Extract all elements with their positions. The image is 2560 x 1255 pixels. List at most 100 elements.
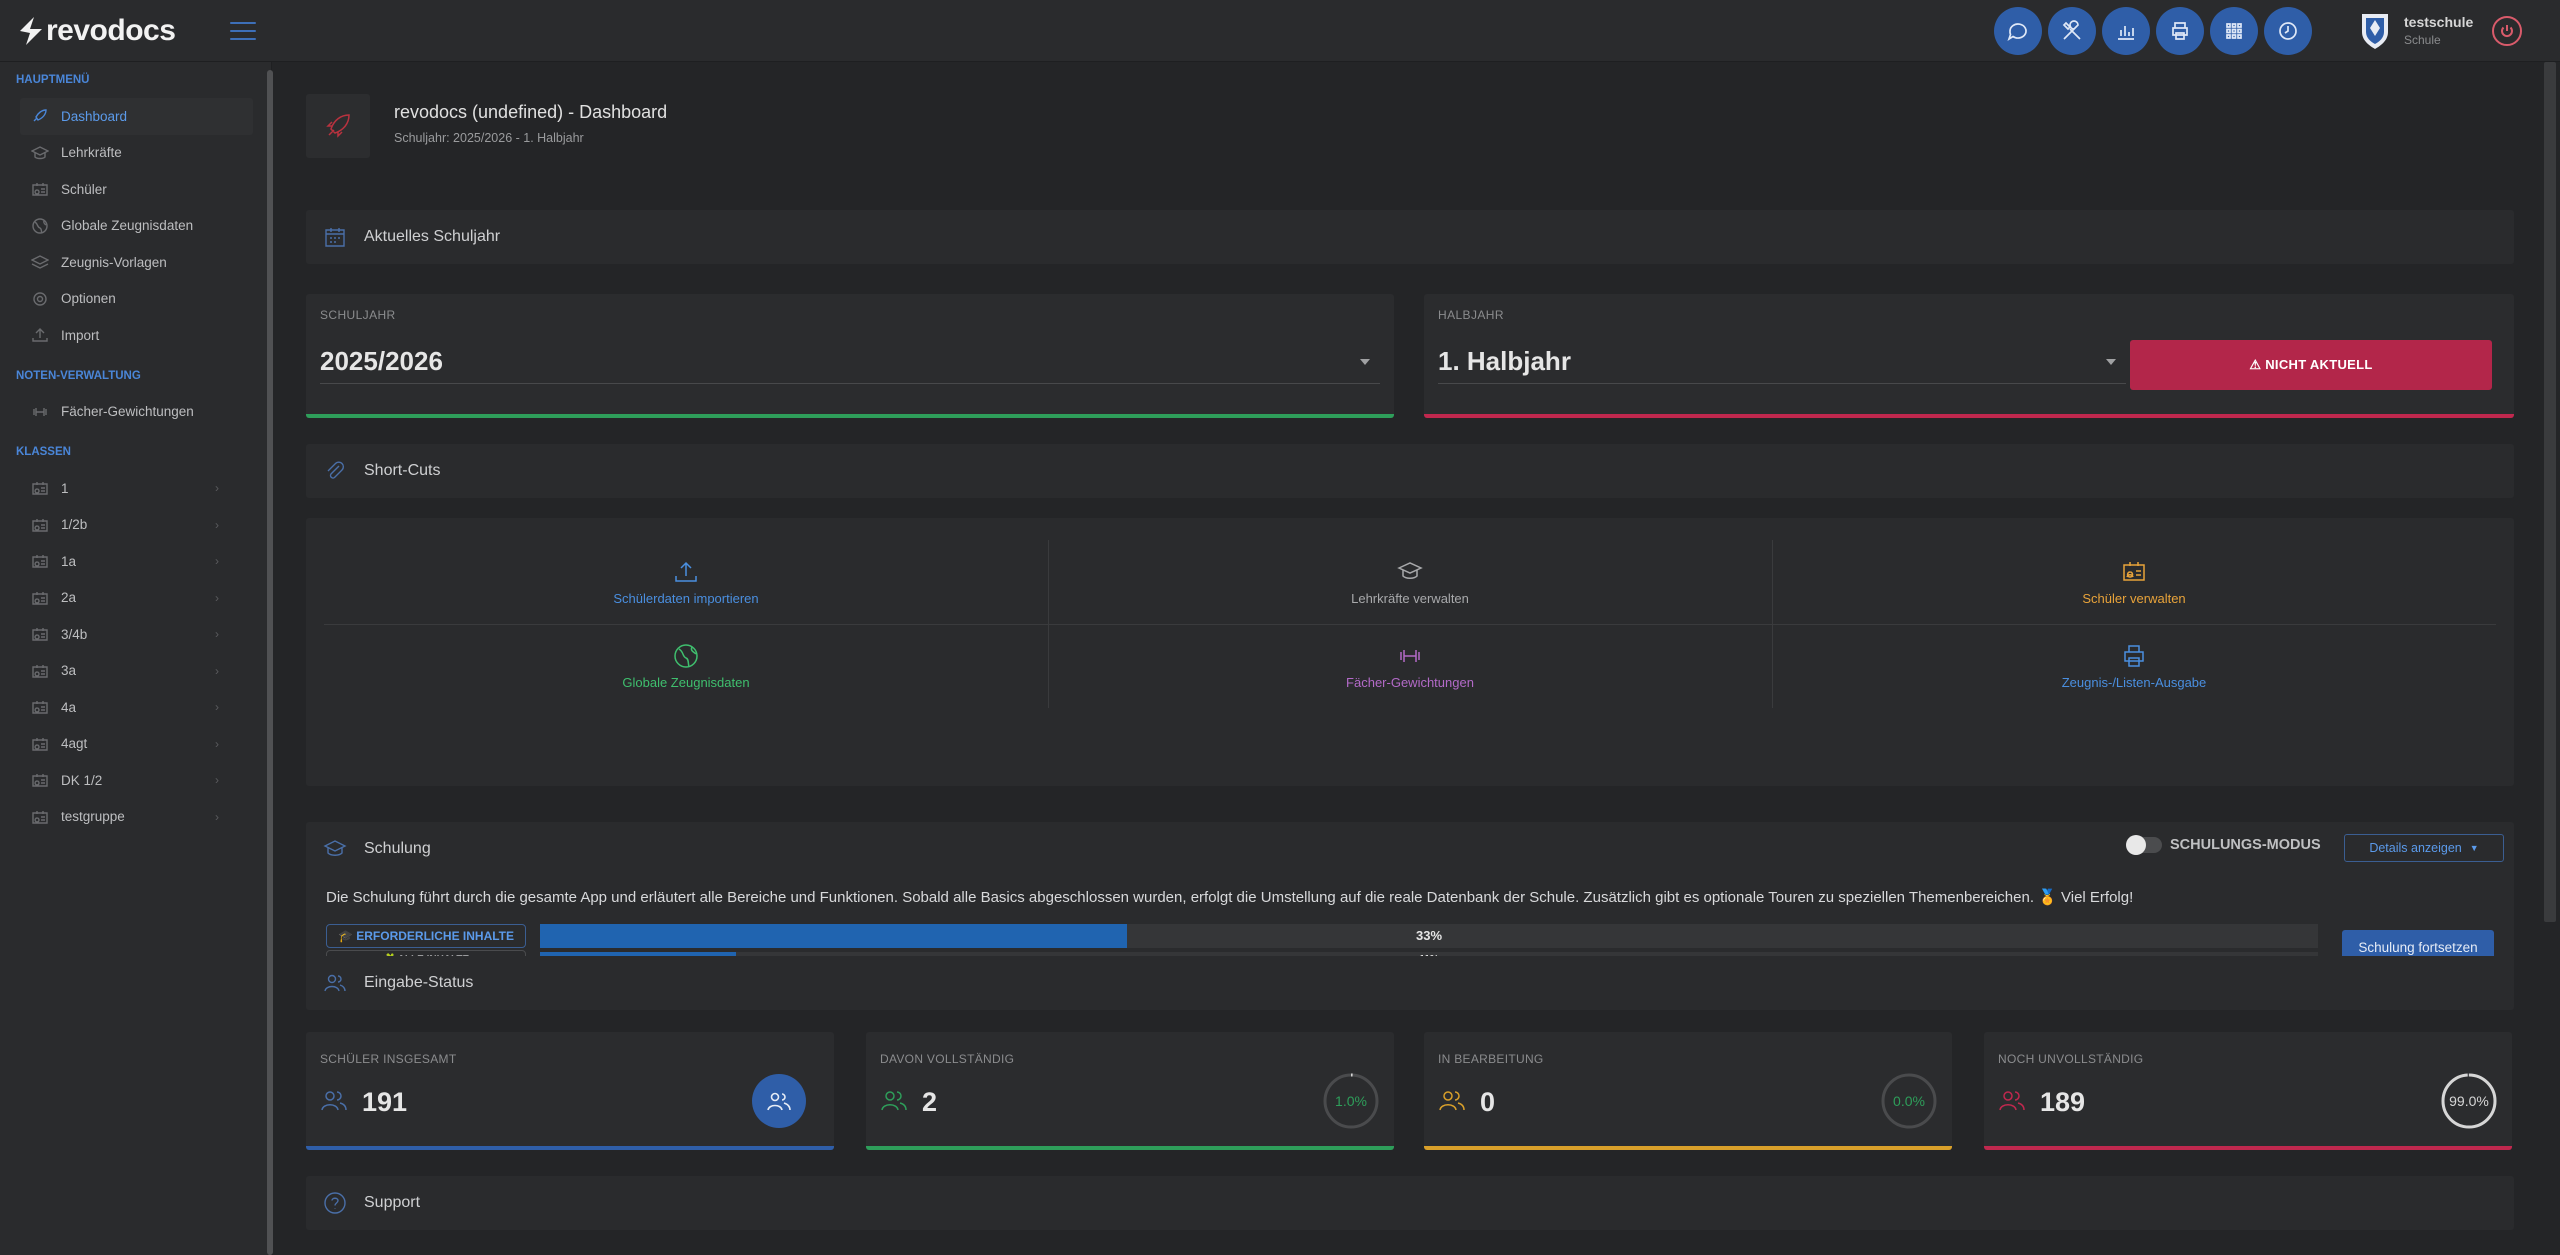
sidebar-item-lehrkraefte[interactable]: Lehrkräfte [0,135,271,172]
tools-button[interactable] [2048,7,2096,55]
stat-card-in-progress: IN BEARBEITUNG 0 0.0% [1424,1032,1952,1150]
chat-button[interactable] [1994,7,2042,55]
school-year-select[interactable]: 2025/2026 [320,346,1380,384]
support-title: Support [364,1194,421,1211]
sidebar-item-globale-zeugnisdaten[interactable]: Globale Zeugnisdaten [0,208,271,245]
shortcut-label: Schüler verwalten [2082,590,2186,606]
sidebar-item-faecher-gewichtungen[interactable]: Fächer-Gewichtungen [0,394,271,431]
sidebar-item-label: Zeugnis-Vorlagen [61,254,167,270]
clock-icon [2279,22,2297,40]
shortcut-manage-teachers[interactable]: Lehrkräfte verwalten [1048,540,1772,624]
print-button[interactable] [2156,7,2204,55]
class-label: 3/4b [61,626,88,642]
not-current-button[interactable]: ⚠ NICHT AKTUELL [2130,340,2492,390]
stat-label: NOCH UNVOLLSTÄNDIG [1998,1052,2144,1066]
users-icon [322,970,348,996]
sidebar-item-class[interactable]: 1a › [0,543,271,580]
user-area[interactable]: testschule Schule [2360,10,2473,50]
stat-percent: 0.0% [1893,1093,1925,1109]
half-year-label: HALBJAHR [1438,308,1504,322]
sidebar-scrollbar[interactable] [267,70,273,1255]
sidebar-item-import[interactable]: Import [0,317,271,354]
class-icon [30,589,50,607]
dumbbell-icon [30,403,50,421]
school-year-label: SCHULJAHR [320,308,396,322]
sidebar-item-optionen[interactable]: Optionen [0,281,271,318]
graduation-cap-icon [322,836,348,862]
sidebar-item-class[interactable]: 1 › [0,470,271,507]
half-year-select[interactable]: 1. Halbjahr [1438,346,2126,384]
training-mode-label: SCHULUNGS-MODUS [2170,837,2321,853]
dumbbell-icon [1400,649,1420,662]
sidebar-item-class[interactable]: testgruppe › [0,799,271,836]
class-icon [30,808,50,826]
class-icon [30,552,50,570]
chevron-right-icon: › [215,554,219,569]
shortcuts-panel: Schülerdaten importieren Lehrkräfte verw… [306,518,2514,786]
shortcut-import-students[interactable]: Schülerdaten importieren [324,540,1048,624]
page-scrollbar[interactable] [2544,62,2556,922]
globe-icon [30,217,50,235]
sidebar: HAUPTMENÜ Dashboard Lehrkräfte Schüler G… [0,62,273,1255]
shortcut-manage-students[interactable]: Schüler verwalten [1772,540,2496,624]
chevron-right-icon: › [215,481,219,496]
sidebar-item-class[interactable]: 4a › [0,689,271,726]
page-title: revodocs (undefined) - Dashboard [394,102,668,122]
shortcut-label: Globale Zeugnisdaten [622,674,750,690]
grid-icon [2226,23,2242,39]
sidebar-section-main: HAUPTMENÜ [16,74,90,86]
sidebar-item-class[interactable]: 4agt › [0,726,271,763]
sidebar-item-zeugnis-vorlagen[interactable]: Zeugnis-Vorlagen [0,244,271,281]
logout-button[interactable] [2492,16,2522,46]
rocket-icon [30,107,50,125]
required-progress-text: 33% [1415,928,1443,943]
progress-ring [2441,1073,2497,1129]
stat-value: 0 [1480,1087,1496,1117]
class-label: 2a [61,590,77,606]
status-bar-warn [1424,414,2514,418]
shortcut-subject-weights[interactable]: Fächer-Gewichtungen [1048,624,1772,708]
stat-label: DAVON VOLLSTÄNDIG [880,1052,1015,1066]
sidebar-item-class[interactable]: 3/4b › [0,616,271,653]
sidebar-item-class[interactable]: 1/2b › [0,507,271,544]
stat-value: 189 [2040,1087,2086,1117]
chevron-right-icon: › [215,663,219,678]
users-icon [880,1088,910,1112]
sidebar-item-schueler[interactable]: Schüler [0,171,271,208]
input-status-header: Eingabe-Status [306,956,2514,1010]
shortcut-label: Zeugnis-/Listen-Ausgabe [2061,674,2207,690]
help-icon [322,1190,348,1216]
chevron-right-icon: › [215,627,219,642]
stat-card-complete: DAVON VOLLSTÄNDIG 2 1.0% [866,1032,1394,1150]
class-icon [30,698,50,716]
current-year-title: Aktuelles Schuljahr [364,228,501,245]
class-icon [30,625,50,643]
shortcut-report-output[interactable]: Zeugnis-/Listen-Ausgabe [1772,624,2496,708]
menu-toggle-button[interactable] [230,21,256,40]
class-icon [30,516,50,534]
user-name: testschule [2404,13,2474,30]
apps-button[interactable] [2210,7,2258,55]
school-year-card: SCHULJAHR 2025/2026 [306,294,1394,418]
statistics-button[interactable] [2102,7,2150,55]
sidebar-item-class[interactable]: 3a › [0,653,271,690]
shortcuts-title: Short-Cuts [364,462,441,479]
page-subtitle: Schuljahr: 2025/2026 - 1. Halbjahr [394,131,584,145]
training-title: Schulung [364,840,431,857]
sidebar-item-class[interactable]: DK 1/2 › [0,762,271,799]
training-mode-toggle[interactable]: SCHULUNGS-MODUS [2126,835,2321,855]
users-icon [1438,1088,1468,1112]
brand-name: revodocs [46,13,176,47]
details-button[interactable]: Details anzeigen ▼ [2344,834,2504,862]
class-label: 1/2b [61,517,88,533]
stat-value: 191 [362,1087,408,1117]
required-content-badge: 🎓 ERFORDERLICHE INHALTE [326,924,526,948]
progress-ring [1323,1073,1379,1129]
brand[interactable]: revodocs [0,14,210,48]
sidebar-item-dashboard[interactable]: Dashboard [20,98,253,135]
progress-ring [1881,1073,1937,1129]
sidebar-item-class[interactable]: 2a › [0,580,271,617]
history-button[interactable] [2264,7,2312,55]
shortcut-global-report-data[interactable]: Globale Zeugnisdaten [324,624,1048,708]
paperclip-icon [322,458,348,484]
